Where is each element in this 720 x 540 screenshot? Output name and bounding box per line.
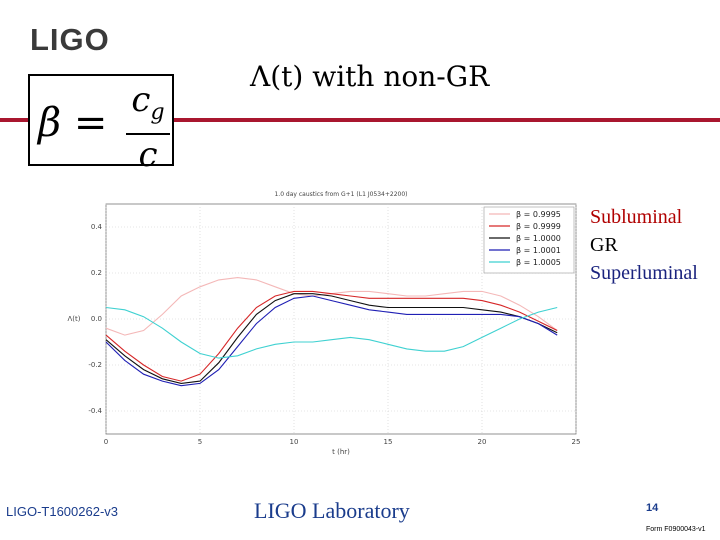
footer-form: Form F0900043-v1 bbox=[646, 526, 706, 533]
series-line bbox=[105, 295, 558, 387]
equation-denominator: c bbox=[138, 134, 158, 175]
footer-lab: LIGO Laboratory bbox=[254, 498, 410, 523]
beta-equation-box: β = cg c bbox=[28, 74, 174, 173]
equation-lhs: β = bbox=[38, 100, 108, 146]
fraction-bar bbox=[126, 132, 170, 135]
x-tick-label: 15 bbox=[384, 438, 393, 446]
y-axis-label: Λ(t) bbox=[68, 315, 81, 323]
y-tick-label: -0.2 bbox=[88, 361, 102, 369]
x-tick-label: 25 bbox=[572, 438, 581, 446]
lambda-chart: 0 5 10 15 20 25 0.4 0.2 0.0 -0.2 -0.4 1.0 day caust… bbox=[68, 191, 581, 456]
logo-text: LIGO bbox=[30, 22, 110, 57]
ligo-logo: LIGO bbox=[0, 0, 130, 62]
x-tick-label: 0 bbox=[104, 438, 108, 446]
y-tick-label: 0.0 bbox=[91, 315, 102, 323]
legend-entry: β = 1.0001 bbox=[516, 246, 561, 255]
header-rule bbox=[0, 118, 720, 122]
series-line bbox=[105, 293, 558, 384]
x-tick-label: 10 bbox=[290, 438, 299, 446]
legend-entry: β = 1.0005 bbox=[516, 258, 561, 267]
label-subluminal: Subluminal bbox=[590, 206, 683, 228]
slide-title: Λ(t) with non-GR bbox=[250, 60, 490, 93]
label-superluminal: Superluminal bbox=[590, 262, 698, 284]
legend-entry: β = 1.0000 bbox=[516, 234, 561, 243]
footer-doc-id: LIGO-T1600262-v3 bbox=[6, 504, 119, 519]
series-line bbox=[105, 290, 558, 382]
legend-entry: β = 0.9995 bbox=[516, 210, 561, 219]
x-tick-label: 5 bbox=[198, 438, 202, 446]
numerator-symbol: c bbox=[131, 80, 151, 120]
numerator-subscript: g bbox=[150, 99, 165, 125]
y-tick-label: 0.4 bbox=[91, 223, 103, 231]
chart-title: 1.0 day caustics from G+1 (L1 J0534+2200… bbox=[274, 191, 407, 198]
legend-entry: β = 0.9999 bbox=[516, 222, 561, 231]
series-line bbox=[105, 306, 558, 359]
y-tick-label: -0.4 bbox=[88, 407, 102, 415]
y-tick-label: 0.2 bbox=[91, 269, 102, 277]
x-tick-label: 20 bbox=[478, 438, 487, 446]
page-number: 14 bbox=[646, 502, 659, 514]
equation-numerator: cg bbox=[126, 82, 170, 131]
x-axis-label: t (hr) bbox=[332, 448, 350, 456]
label-gr: GR bbox=[590, 234, 618, 256]
equation-fraction: cg c bbox=[126, 82, 170, 173]
